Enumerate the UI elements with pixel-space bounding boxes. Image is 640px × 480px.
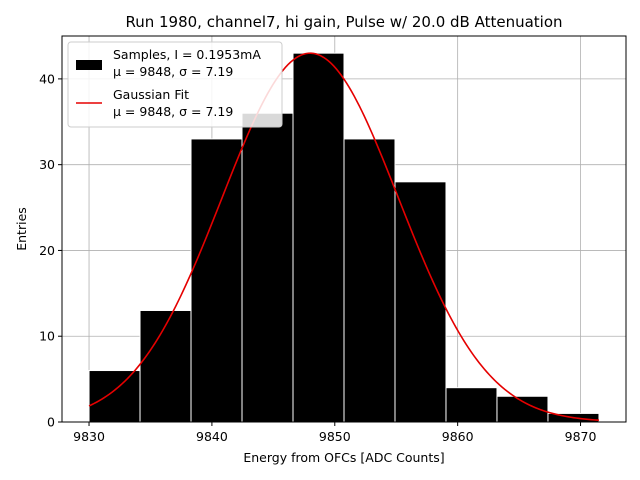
legend-box — [67, 41, 283, 128]
y-axis-ticks: 0 10 20 30 40 — [39, 71, 62, 430]
histogram-bar-1 — [88, 370, 141, 423]
x-tick-label: 9830 — [73, 429, 105, 444]
histogram-bar-2 — [139, 309, 192, 423]
histogram-bar-7 — [394, 181, 447, 423]
plot-frame — [61, 35, 627, 423]
histogram-bar-8 — [445, 387, 498, 423]
histogram-bars — [88, 52, 600, 423]
histogram-bar-4 — [241, 112, 294, 423]
histogram-bar-5 — [292, 52, 345, 423]
histogram-bar-3 — [190, 138, 243, 423]
y-tick-label: 10 — [39, 329, 55, 344]
legend-samples-label: Samples, I = 0.1953mA — [113, 47, 261, 62]
legend-fit-stats: μ = 9848, σ = 7.19 — [113, 104, 233, 119]
legend-fit-label: Gaussian Fit — [113, 87, 189, 102]
x-tick-label: 9870 — [565, 429, 597, 444]
gaussian-fit-line — [88, 52, 600, 422]
y-axis-label: Entries — [14, 207, 29, 251]
x-tick-label: 9840 — [196, 429, 228, 444]
y-tick-label: 0 — [47, 415, 55, 430]
gaussian-fit — [88, 52, 600, 422]
x-tick-label: 9860 — [442, 429, 474, 444]
chart-title: Run 1980, channel7, hi gain, Pulse w/ 20… — [125, 13, 562, 31]
x-axis-label: Energy from OFCs [ADC Counts] — [243, 450, 444, 465]
legend-samples-swatch — [76, 60, 102, 70]
y-tick-label: 40 — [39, 71, 55, 86]
legend-samples-stats: μ = 9848, σ = 7.19 — [113, 64, 233, 79]
x-tick-label: 9850 — [319, 429, 351, 444]
x-axis-ticks: 9830 9840 9850 9860 9870 — [73, 422, 596, 444]
histogram-bar-6 — [343, 138, 396, 423]
y-tick-label: 20 — [39, 243, 55, 258]
y-tick-label: 30 — [39, 157, 55, 172]
legend: Samples, I = 0.1953mA μ = 9848, σ = 7.19… — [67, 41, 283, 128]
